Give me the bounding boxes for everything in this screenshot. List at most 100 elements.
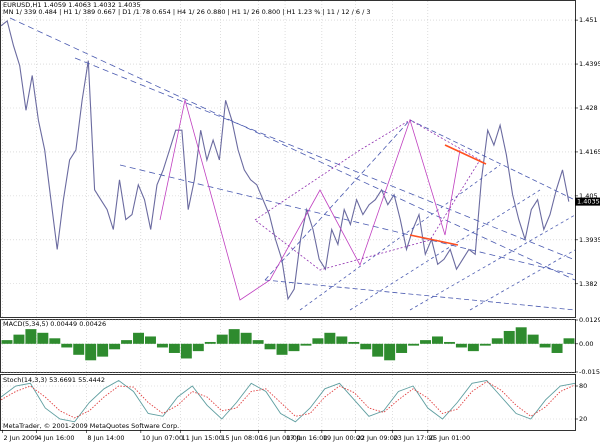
series-line	[0, 379, 576, 423]
macd-bar	[73, 343, 85, 355]
y-tick-label: 20	[579, 415, 587, 423]
x-tick-label: 23 Jun 17:00	[393, 434, 434, 442]
macd-bar	[180, 343, 192, 359]
trend-line	[9, 17, 576, 281]
macd-bar	[432, 336, 443, 344]
macd-bar	[264, 343, 276, 350]
macd-bar	[515, 327, 527, 344]
macd-bar	[85, 343, 97, 361]
macd-bar	[145, 336, 156, 344]
fan-line	[469, 249, 576, 311]
macd-bar	[192, 343, 204, 352]
last-price-box	[575, 197, 600, 206]
analysis-objects	[9, 17, 576, 311]
macd-bar	[276, 343, 288, 355]
macd-bar	[204, 341, 216, 344]
series-line	[0, 19, 570, 301]
x-tick-label: 8 Jun 14:00	[87, 434, 124, 442]
macd-bar	[312, 338, 324, 344]
x-tick-label: 16 Jun 00:00	[260, 434, 301, 442]
macd-bar	[539, 343, 551, 348]
symbol-line: EURUSD,H1 1.4059 1.4063 1.4032 1.4035	[3, 1, 141, 9]
macd-bar	[228, 329, 240, 344]
x-tick-label: 10 Jun 07:00	[142, 434, 183, 442]
macd-bar	[252, 340, 264, 344]
y-tick-label: 80	[579, 382, 587, 390]
pitchfork	[264, 119, 411, 281]
y-tick-label: 1.4395	[579, 60, 600, 68]
macd-bar	[168, 343, 180, 353]
macd-bar	[455, 343, 467, 348]
macd-bar	[324, 332, 336, 344]
y-tick-label: 1.405	[579, 192, 598, 200]
y-tick-label: 1.4165	[579, 148, 600, 156]
stoch-title: Stoch(14,3,3) 53.6691 55.4442	[3, 376, 105, 384]
macd-bar	[467, 343, 479, 352]
macd-bar	[25, 329, 37, 344]
last-price-label: 1.4035	[577, 198, 600, 206]
stoch-panel	[0, 374, 576, 431]
macd-bar	[348, 341, 360, 344]
macd-bar	[240, 332, 252, 344]
macd-bar	[109, 343, 121, 350]
zigzag	[159, 99, 461, 301]
fan-line	[299, 164, 501, 311]
macd-bar	[384, 343, 396, 361]
red-line	[409, 234, 459, 246]
fan-line	[349, 189, 541, 311]
x-tick-label: 4 Jun 16:00	[37, 434, 74, 442]
price-panel	[0, 0, 576, 318]
macd-bar	[1, 340, 13, 344]
copyright: MetaTrader, © 2001-2009 MetaQuotes Softw…	[3, 422, 179, 430]
macd-bar	[396, 343, 408, 353]
macd-bar	[121, 340, 133, 344]
x-tick-label: 25 Jun 01:00	[429, 434, 470, 442]
macd-title: MACD(5,34,5) 0.00449 0.00426	[3, 320, 106, 328]
macd-bar	[216, 334, 228, 344]
x-tick-label: 15 Jun 08:00	[221, 434, 262, 442]
x-tick-label: 19 Jun 00:00	[323, 434, 364, 442]
y-tick-label: 1.428	[579, 104, 598, 112]
info-line: MN 1/ 339 0.484 | H1 1/ 389 0.667 | D1 /…	[3, 8, 371, 16]
macd-bar	[360, 343, 372, 350]
macd-bar	[408, 343, 420, 346]
pitchfork	[409, 119, 576, 201]
macd-bar	[503, 330, 515, 344]
macd-bar	[156, 343, 168, 348]
series-line	[0, 381, 576, 419]
x-tick-label: 17 Jun 16:00	[286, 434, 327, 442]
macd-bar	[37, 332, 49, 344]
macd-bar	[443, 341, 455, 344]
y-tick-label: 1.451	[579, 16, 598, 24]
macd-bar	[372, 343, 384, 357]
macd-bar	[97, 343, 109, 357]
y-tick-label: 1.3935	[579, 236, 600, 244]
macd-bar	[61, 343, 73, 348]
macd-bar	[527, 334, 539, 344]
y-tick-label: -0.01538	[579, 368, 600, 376]
macd-panel	[0, 319, 576, 373]
macd-bar	[336, 336, 348, 344]
x-tick-label: 22 Jun 09:00	[357, 434, 398, 442]
trend-line	[119, 164, 576, 276]
macd-bar	[420, 340, 431, 344]
macd-bar	[300, 343, 312, 346]
macd-bar	[551, 343, 563, 353]
fan-line	[409, 214, 576, 311]
y-tick-label: 0.00	[579, 340, 593, 348]
macd-bar	[491, 338, 503, 344]
pitchfork	[264, 279, 576, 311]
macd-bar	[49, 338, 61, 344]
y-tick-label: 1.382	[579, 280, 598, 288]
macd-bar	[479, 343, 491, 346]
macd-bar	[13, 334, 25, 344]
channel	[254, 119, 481, 271]
red-line	[444, 144, 487, 165]
x-tick-label: 11 Jun 15:00	[182, 434, 223, 442]
macd-bar	[133, 332, 144, 344]
x-tick-label: 2 Jun 2009	[3, 434, 38, 442]
macd-bar	[288, 343, 300, 352]
